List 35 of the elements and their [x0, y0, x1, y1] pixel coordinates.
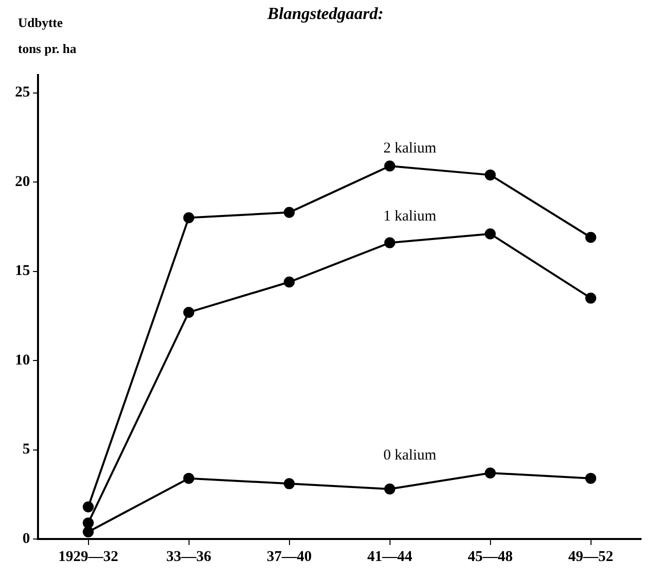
x-tick-label: 41—44 — [367, 548, 413, 565]
point — [384, 484, 396, 495]
point — [284, 206, 295, 218]
point — [82, 526, 94, 538]
x-tick-label: 37—40 — [266, 548, 312, 565]
x-tick-label: 49—52 — [568, 548, 614, 565]
point — [82, 517, 94, 528]
y-tick-label: 10 — [15, 352, 30, 368]
point — [484, 169, 496, 180]
point — [384, 237, 396, 248]
y-tick-label: 25 — [15, 84, 30, 101]
y-tick-label: 5 — [22, 442, 30, 458]
x-tick-label: 45—48 — [468, 548, 513, 565]
y-tick-label: 20 — [15, 174, 30, 190]
point — [384, 160, 396, 172]
point — [183, 212, 194, 224]
x-tick-label: 33—36 — [166, 548, 212, 565]
point — [183, 472, 194, 484]
series-label: 0 kalium — [383, 447, 437, 464]
point — [585, 232, 596, 243]
y-tick-label: 0 — [22, 530, 30, 547]
point — [284, 478, 295, 490]
series-label: 2 kalium — [383, 140, 437, 156]
point — [585, 292, 596, 304]
point — [284, 276, 295, 288]
point — [484, 467, 496, 478]
x-tick-label: 1929—32 — [58, 548, 118, 565]
series-label: 1 kalium — [383, 208, 437, 224]
point — [82, 501, 94, 512]
point — [585, 472, 596, 484]
y-axis-title: Udbytte tons pr. ha — [18, 14, 76, 58]
point — [183, 306, 194, 318]
y-tick-label: 15 — [15, 263, 30, 280]
point — [484, 228, 496, 240]
chart-title: Blangstedgaard: — [267, 4, 384, 23]
